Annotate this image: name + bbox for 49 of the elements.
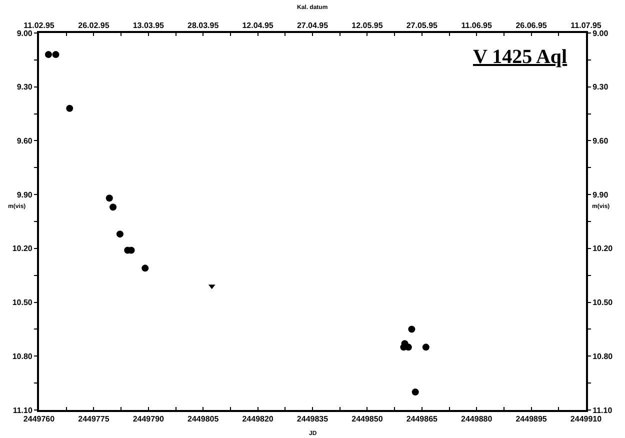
y-tick-label: 9.90 <box>16 190 33 200</box>
x2-tick-label: 12.05.95 <box>352 20 384 30</box>
y-tick-label: 10.80 <box>12 352 33 361</box>
point <box>412 388 419 396</box>
x2-tick-label: 27.05.95 <box>406 20 438 30</box>
y-tick-label: 10.20 <box>12 244 33 254</box>
x2-tick-label: 11.02.95 <box>24 20 55 30</box>
x-tick-label: 2449895 <box>516 414 548 424</box>
y-tick-label: 11.10 <box>12 406 33 415</box>
y2-tick-label: 9.90 <box>592 190 609 200</box>
text: V 1425 Aql <box>473 46 568 68</box>
y2-tick-label: 10.80 <box>592 352 614 361</box>
y-tick-label: 9.60 <box>16 136 33 146</box>
point <box>44 51 52 58</box>
point <box>142 264 149 272</box>
y2-tick-label: 10.20 <box>592 244 614 254</box>
point <box>110 204 117 211</box>
y-tick-label: 9.30 <box>16 82 33 92</box>
y2-tick-label: 9.60 <box>592 136 609 146</box>
point <box>66 104 74 112</box>
x2-tick-label: 13.03.95 <box>132 20 165 30</box>
point <box>52 51 60 58</box>
y2-tick-label: 9.00 <box>592 28 609 38</box>
point <box>422 344 430 351</box>
x-tick-label: 2449790 <box>132 414 165 424</box>
point <box>408 326 416 333</box>
x-tick-label: 2449805 <box>188 414 220 424</box>
x2-tick-label: 26.02.95 <box>78 20 110 30</box>
y-tick-label: 10.50 <box>12 298 33 308</box>
x-tick-label: 2449820 <box>242 414 274 424</box>
y2-tick-label: 9.30 <box>592 82 609 92</box>
x-tick-label: 2449835 <box>296 414 329 424</box>
y2-tick-label: 11.10 <box>592 406 613 415</box>
x2-tick-label: 11.06.95 <box>461 20 492 30</box>
x2-tick-label: 12.04.95 <box>242 20 274 30</box>
x-tick-label: 2449910 <box>570 414 602 424</box>
x-tick-label: 2449775 <box>78 414 110 424</box>
x2-tick-label: 27.04.95 <box>296 20 329 30</box>
y2-tick-label: 10.50 <box>592 298 614 308</box>
x-tick-label: 2449865 <box>406 414 438 424</box>
x2-tick-label: 26.06.95 <box>516 20 548 30</box>
x-tick-label: 2449880 <box>461 414 493 424</box>
point <box>116 230 124 238</box>
x2-tick-label: 11.07.95 <box>570 20 602 30</box>
x-tick-label: 2449850 <box>352 414 384 424</box>
y-tick-label: 9.00 <box>16 28 33 38</box>
point <box>106 194 113 202</box>
x-tick-label: 2449760 <box>23 414 56 424</box>
x2-tick-label: 28.03.95 <box>188 20 220 30</box>
